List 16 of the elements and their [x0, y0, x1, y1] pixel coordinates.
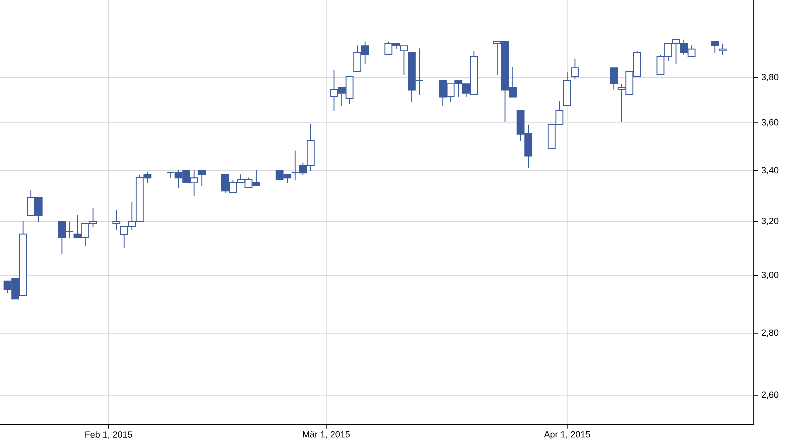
y-tick-label: 3,20: [762, 218, 779, 226]
y-tick-label: 2,80: [762, 330, 779, 338]
y-tick-label: 3,60: [762, 119, 779, 127]
y-tick-label: 2,60: [762, 392, 779, 400]
candlestick: [718, 43, 727, 56]
candlestick: [610, 68, 618, 90]
y-tick-label: 3,40: [762, 167, 779, 175]
candlestick: [112, 210, 121, 231]
x-tick-label: Feb 1, 2015: [86, 431, 132, 440]
x-tick-label: Mär 1, 2015: [303, 431, 350, 439]
y-tick-label: 3,00: [762, 272, 779, 280]
y-tick-label: 3,80: [762, 74, 779, 82]
x-tick-label: Apr 1, 2015: [544, 431, 590, 440]
candlestick: [711, 42, 720, 54]
candlestick: [198, 170, 206, 187]
candlestick: [571, 58, 580, 80]
